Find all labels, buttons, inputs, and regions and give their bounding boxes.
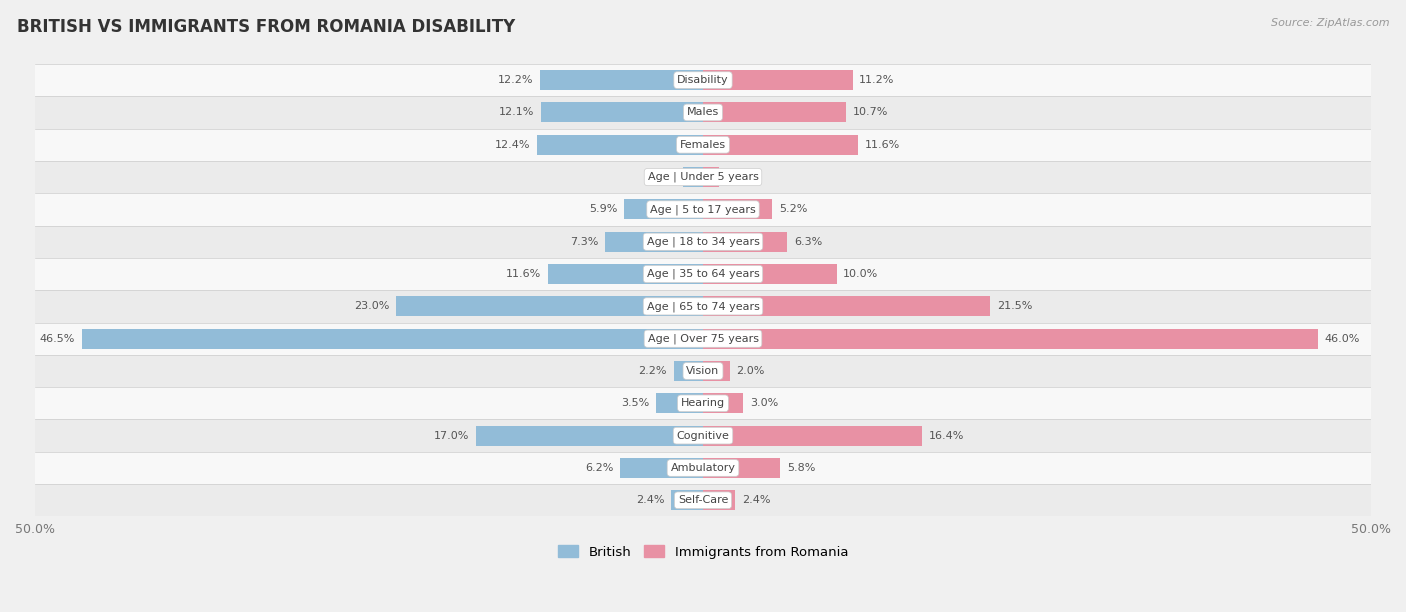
Bar xyxy=(703,329,1317,349)
Text: Age | 5 to 17 years: Age | 5 to 17 years xyxy=(650,204,756,215)
Bar xyxy=(703,135,858,155)
Bar xyxy=(703,200,772,220)
Bar xyxy=(703,394,744,413)
Bar xyxy=(541,102,703,122)
Text: Age | Over 75 years: Age | Over 75 years xyxy=(648,334,758,344)
Bar xyxy=(35,64,1371,96)
Bar xyxy=(703,264,837,284)
Text: 16.4%: 16.4% xyxy=(929,431,965,441)
Bar xyxy=(703,167,718,187)
Bar xyxy=(35,193,1371,226)
Text: 5.8%: 5.8% xyxy=(787,463,815,473)
Text: 6.2%: 6.2% xyxy=(585,463,613,473)
Text: 2.2%: 2.2% xyxy=(638,366,666,376)
Text: 12.2%: 12.2% xyxy=(498,75,533,85)
Text: 23.0%: 23.0% xyxy=(354,301,389,312)
Bar xyxy=(35,387,1371,419)
Text: 11.6%: 11.6% xyxy=(506,269,541,279)
Text: Ambulatory: Ambulatory xyxy=(671,463,735,473)
Text: 11.6%: 11.6% xyxy=(865,140,900,150)
Text: Age | 18 to 34 years: Age | 18 to 34 years xyxy=(647,236,759,247)
Bar xyxy=(35,258,1371,290)
Bar xyxy=(35,484,1371,517)
Text: 5.9%: 5.9% xyxy=(589,204,617,214)
Bar xyxy=(703,490,735,510)
Bar xyxy=(35,290,1371,323)
Bar xyxy=(82,329,703,349)
Bar xyxy=(35,452,1371,484)
Bar xyxy=(540,70,703,90)
Text: 12.1%: 12.1% xyxy=(499,108,534,118)
Bar xyxy=(35,355,1371,387)
Text: Hearing: Hearing xyxy=(681,398,725,408)
Bar xyxy=(35,129,1371,161)
Text: 3.0%: 3.0% xyxy=(749,398,778,408)
Text: Age | 35 to 64 years: Age | 35 to 64 years xyxy=(647,269,759,279)
Text: 2.0%: 2.0% xyxy=(737,366,765,376)
Bar xyxy=(671,490,703,510)
Bar xyxy=(703,361,730,381)
Text: Females: Females xyxy=(681,140,725,150)
Bar xyxy=(657,394,703,413)
Text: Age | Under 5 years: Age | Under 5 years xyxy=(648,172,758,182)
Text: 46.5%: 46.5% xyxy=(39,334,75,344)
Bar xyxy=(703,70,852,90)
Bar xyxy=(548,264,703,284)
Text: Self-Care: Self-Care xyxy=(678,495,728,506)
Text: 3.5%: 3.5% xyxy=(621,398,650,408)
Bar xyxy=(35,226,1371,258)
Text: 7.3%: 7.3% xyxy=(571,237,599,247)
Bar xyxy=(673,361,703,381)
Bar xyxy=(703,296,990,316)
Bar xyxy=(35,161,1371,193)
Bar xyxy=(703,232,787,252)
Text: Age | 65 to 74 years: Age | 65 to 74 years xyxy=(647,301,759,312)
Text: 11.2%: 11.2% xyxy=(859,75,894,85)
Bar xyxy=(475,425,703,446)
Text: 10.7%: 10.7% xyxy=(852,108,889,118)
Text: Source: ZipAtlas.com: Source: ZipAtlas.com xyxy=(1271,18,1389,28)
Text: 1.2%: 1.2% xyxy=(725,172,754,182)
Text: 46.0%: 46.0% xyxy=(1324,334,1360,344)
Bar xyxy=(395,296,703,316)
Text: 12.4%: 12.4% xyxy=(495,140,530,150)
Bar xyxy=(35,96,1371,129)
Text: Disability: Disability xyxy=(678,75,728,85)
Bar xyxy=(35,323,1371,355)
Text: Vision: Vision xyxy=(686,366,720,376)
Text: 10.0%: 10.0% xyxy=(844,269,879,279)
Text: 1.5%: 1.5% xyxy=(648,172,676,182)
Legend: British, Immigrants from Romania: British, Immigrants from Romania xyxy=(553,540,853,564)
Bar xyxy=(606,232,703,252)
Text: 2.4%: 2.4% xyxy=(636,495,664,506)
Text: 2.4%: 2.4% xyxy=(742,495,770,506)
Text: 21.5%: 21.5% xyxy=(997,301,1032,312)
Bar xyxy=(620,458,703,478)
Text: 17.0%: 17.0% xyxy=(434,431,470,441)
Bar xyxy=(703,458,780,478)
Text: 5.2%: 5.2% xyxy=(779,204,807,214)
Text: Cognitive: Cognitive xyxy=(676,431,730,441)
Text: BRITISH VS IMMIGRANTS FROM ROMANIA DISABILITY: BRITISH VS IMMIGRANTS FROM ROMANIA DISAB… xyxy=(17,18,515,36)
Bar xyxy=(624,200,703,220)
Bar xyxy=(703,425,922,446)
Bar xyxy=(683,167,703,187)
Bar xyxy=(35,419,1371,452)
Text: 6.3%: 6.3% xyxy=(794,237,823,247)
Bar xyxy=(537,135,703,155)
Bar xyxy=(703,102,846,122)
Text: Males: Males xyxy=(688,108,718,118)
